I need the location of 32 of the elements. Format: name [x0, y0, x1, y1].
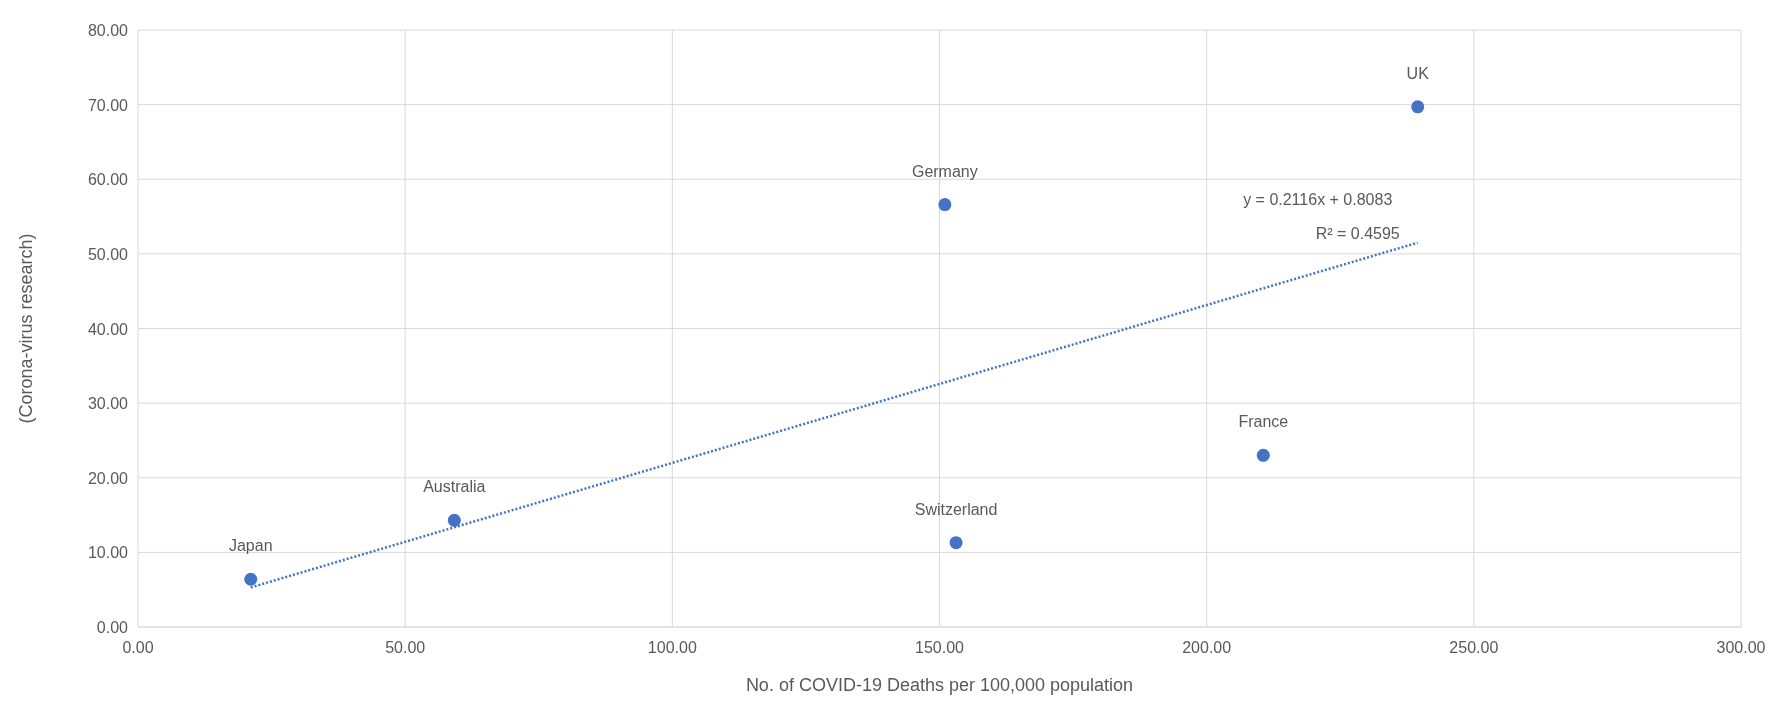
point	[1256, 448, 1270, 462]
annotation: Germany	[911, 162, 978, 180]
y-axis-title: (Corona-virus research)	[16, 233, 36, 424]
annotation: R² = 0.4595	[1315, 224, 1400, 242]
point	[447, 513, 461, 527]
point	[1411, 100, 1425, 114]
annotation: Australia	[423, 478, 486, 496]
annotation: Switzerland	[914, 500, 998, 518]
x-tick-label: 300.00	[1716, 639, 1766, 656]
y-tick-label: 70.00	[87, 96, 129, 114]
y-tick-label: 40.00	[87, 320, 129, 338]
point	[949, 536, 963, 550]
point	[938, 198, 952, 212]
annotation: Japan	[228, 537, 273, 555]
x-tick-label: 150.00	[915, 639, 965, 656]
y-tick-label: 20.00	[87, 469, 129, 487]
y-tick-label: 50.00	[87, 245, 129, 263]
y-tick-label: 30.00	[87, 395, 129, 413]
x-tick-label: 0.00	[122, 639, 154, 656]
y-tick-label: 80.00	[87, 22, 129, 39]
y-tick-label: 0.00	[96, 619, 129, 636]
x-tick-label: 200.00	[1182, 639, 1232, 656]
x-tick-label: 100.00	[647, 639, 697, 656]
annotation: France	[1238, 413, 1289, 431]
y-tick-label: 60.00	[87, 171, 129, 189]
annotation: UK	[1406, 64, 1430, 82]
x-axis-title: No. of COVID-19 Deaths per 100,000 population	[745, 675, 1134, 695]
annotation: y = 0.2116x + 0.8083	[1243, 190, 1393, 208]
x-tick-label: 50.00	[385, 639, 426, 656]
point	[244, 572, 258, 586]
x-tick-label: 250.00	[1449, 639, 1499, 656]
y-tick-label: 10.00	[87, 544, 129, 562]
